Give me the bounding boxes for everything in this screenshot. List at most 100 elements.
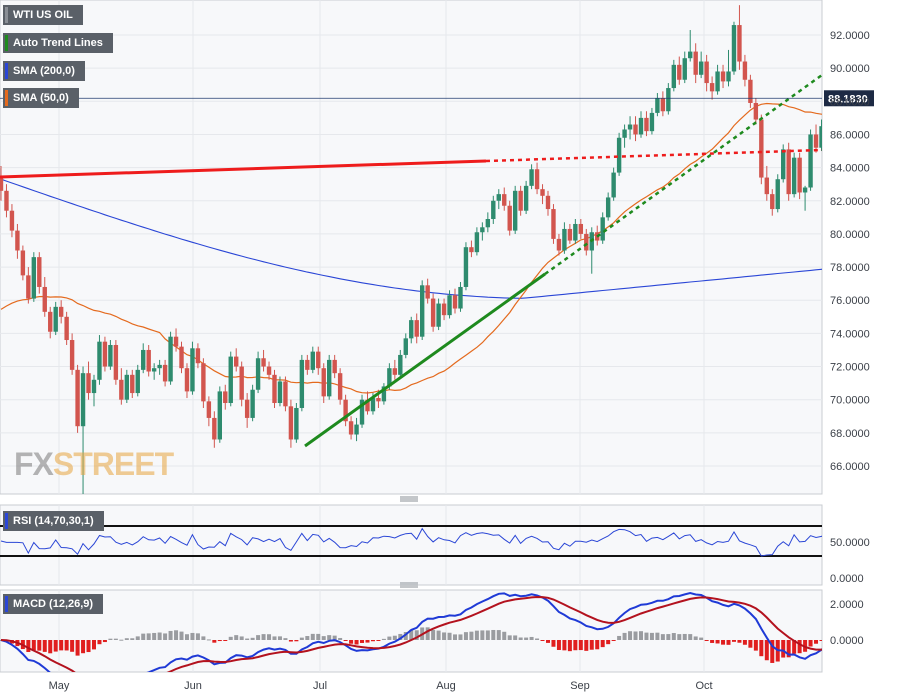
- candle: [91, 374, 97, 407]
- candle-body: [157, 364, 162, 369]
- legend-sma50[interactable]: SMA (50,0): [3, 88, 79, 108]
- candle-body: [512, 190, 518, 231]
- legend-sma200-swatch: [5, 63, 8, 79]
- candle-body: [819, 126, 822, 148]
- macd-line: [0, 591, 822, 672]
- candle: [649, 107, 655, 135]
- legend-sma50-label: SMA (50,0): [13, 92, 69, 104]
- macd-tick-label: 0.0000: [830, 635, 864, 647]
- candle: [737, 5, 742, 70]
- candle-body: [452, 295, 458, 309]
- candle: [184, 363, 190, 399]
- candle-body: [458, 286, 463, 309]
- candle: [573, 219, 578, 244]
- legend-instrument[interactable]: WTI US OIL: [3, 5, 83, 25]
- last-price-label: 88.1830: [828, 93, 868, 105]
- macd-histogram-bar: [288, 640, 293, 642]
- month-tick-label: Jun: [184, 680, 202, 692]
- candle-body: [190, 348, 195, 392]
- candle-body: [168, 336, 173, 382]
- candle: [775, 174, 780, 213]
- macd-histogram-bar: [474, 630, 479, 640]
- macd-histogram-bar: [425, 627, 430, 640]
- candle-body: [786, 149, 791, 195]
- macd-histogram-bar: [272, 636, 277, 640]
- candle: [534, 162, 540, 195]
- candle-body: [288, 406, 294, 440]
- candle: [556, 233, 562, 256]
- candle: [677, 56, 682, 85]
- macd-histogram-bar: [141, 633, 146, 640]
- legend-sma200[interactable]: SMA (200,0): [3, 61, 85, 81]
- candle: [720, 64, 726, 89]
- macd-histogram-bar: [682, 633, 687, 640]
- macd-histogram-bar: [770, 640, 775, 663]
- macd-histogram-bar: [546, 640, 550, 643]
- candle-body: [294, 407, 299, 440]
- candle: [58, 300, 64, 324]
- candle: [157, 359, 162, 375]
- candle: [250, 384, 255, 422]
- legend-trend-lines[interactable]: Auto Trend Lines: [3, 33, 113, 53]
- candle: [277, 376, 283, 407]
- macd-histogram-bar: [704, 640, 709, 641]
- macd-histogram-bar: [649, 632, 654, 640]
- macd-histogram-bar: [70, 640, 75, 652]
- price-tick-label: 74.0000: [830, 328, 870, 340]
- candle-body: [354, 424, 359, 435]
- candle-body: [627, 124, 633, 130]
- legend-macd[interactable]: MACD (12,26,9): [3, 594, 104, 614]
- candle-body: [797, 157, 802, 193]
- candle: [69, 333, 75, 375]
- macd-histogram-bar: [223, 640, 228, 641]
- candle: [567, 223, 573, 244]
- candle-body: [447, 295, 452, 316]
- candle-body: [48, 311, 53, 332]
- candle-body: [387, 368, 392, 387]
- candle: [786, 142, 791, 201]
- candle: [398, 349, 403, 379]
- macd-histogram-bar: [152, 632, 157, 640]
- macd-histogram-bar: [578, 640, 583, 651]
- macd-histogram-bar: [113, 638, 118, 640]
- candle-body: [392, 368, 398, 375]
- rsi-tick-label: 50.0000: [830, 537, 870, 549]
- macd-histogram-bar: [595, 640, 600, 650]
- candle: [392, 359, 398, 380]
- candle: [770, 189, 775, 216]
- macd-histogram-bar: [316, 633, 321, 640]
- macd-histogram-bar: [764, 640, 769, 661]
- candle: [622, 124, 627, 148]
- candle: [715, 64, 720, 95]
- candle-body: [671, 64, 677, 89]
- candle: [135, 364, 140, 397]
- main-pane-bg: [0, 0, 823, 495]
- candle-body: [266, 366, 272, 375]
- macd-histogram-bar: [360, 640, 365, 643]
- macd-histogram-bar: [119, 639, 124, 641]
- macd-histogram-bar: [26, 640, 31, 653]
- macd-histogram-bar: [403, 631, 408, 640]
- support-trendline: [304, 272, 546, 448]
- candle: [327, 354, 332, 400]
- candle: [354, 417, 359, 442]
- macd-histogram-bar: [310, 633, 315, 640]
- candle-body: [485, 219, 491, 228]
- month-tick-label: Sep: [570, 680, 590, 692]
- candle-body: [534, 169, 540, 190]
- macd-histogram-bar: [442, 632, 447, 640]
- resistance-trendline: [0, 159, 487, 179]
- candle: [4, 184, 9, 218]
- candle: [600, 212, 605, 244]
- macd-histogram-bar: [332, 635, 337, 640]
- candle-body: [343, 399, 348, 422]
- macd-histogram-bar: [206, 639, 211, 641]
- macd-histogram-bar: [184, 634, 189, 640]
- candle-body: [108, 344, 113, 367]
- legend-rsi[interactable]: RSI (14,70,30,1): [3, 511, 104, 531]
- candle: [64, 311, 69, 345]
- macd-histogram-bar: [660, 634, 665, 640]
- candle-body: [622, 129, 627, 138]
- macd-histogram-bar: [48, 640, 53, 654]
- candle-body: [573, 223, 578, 241]
